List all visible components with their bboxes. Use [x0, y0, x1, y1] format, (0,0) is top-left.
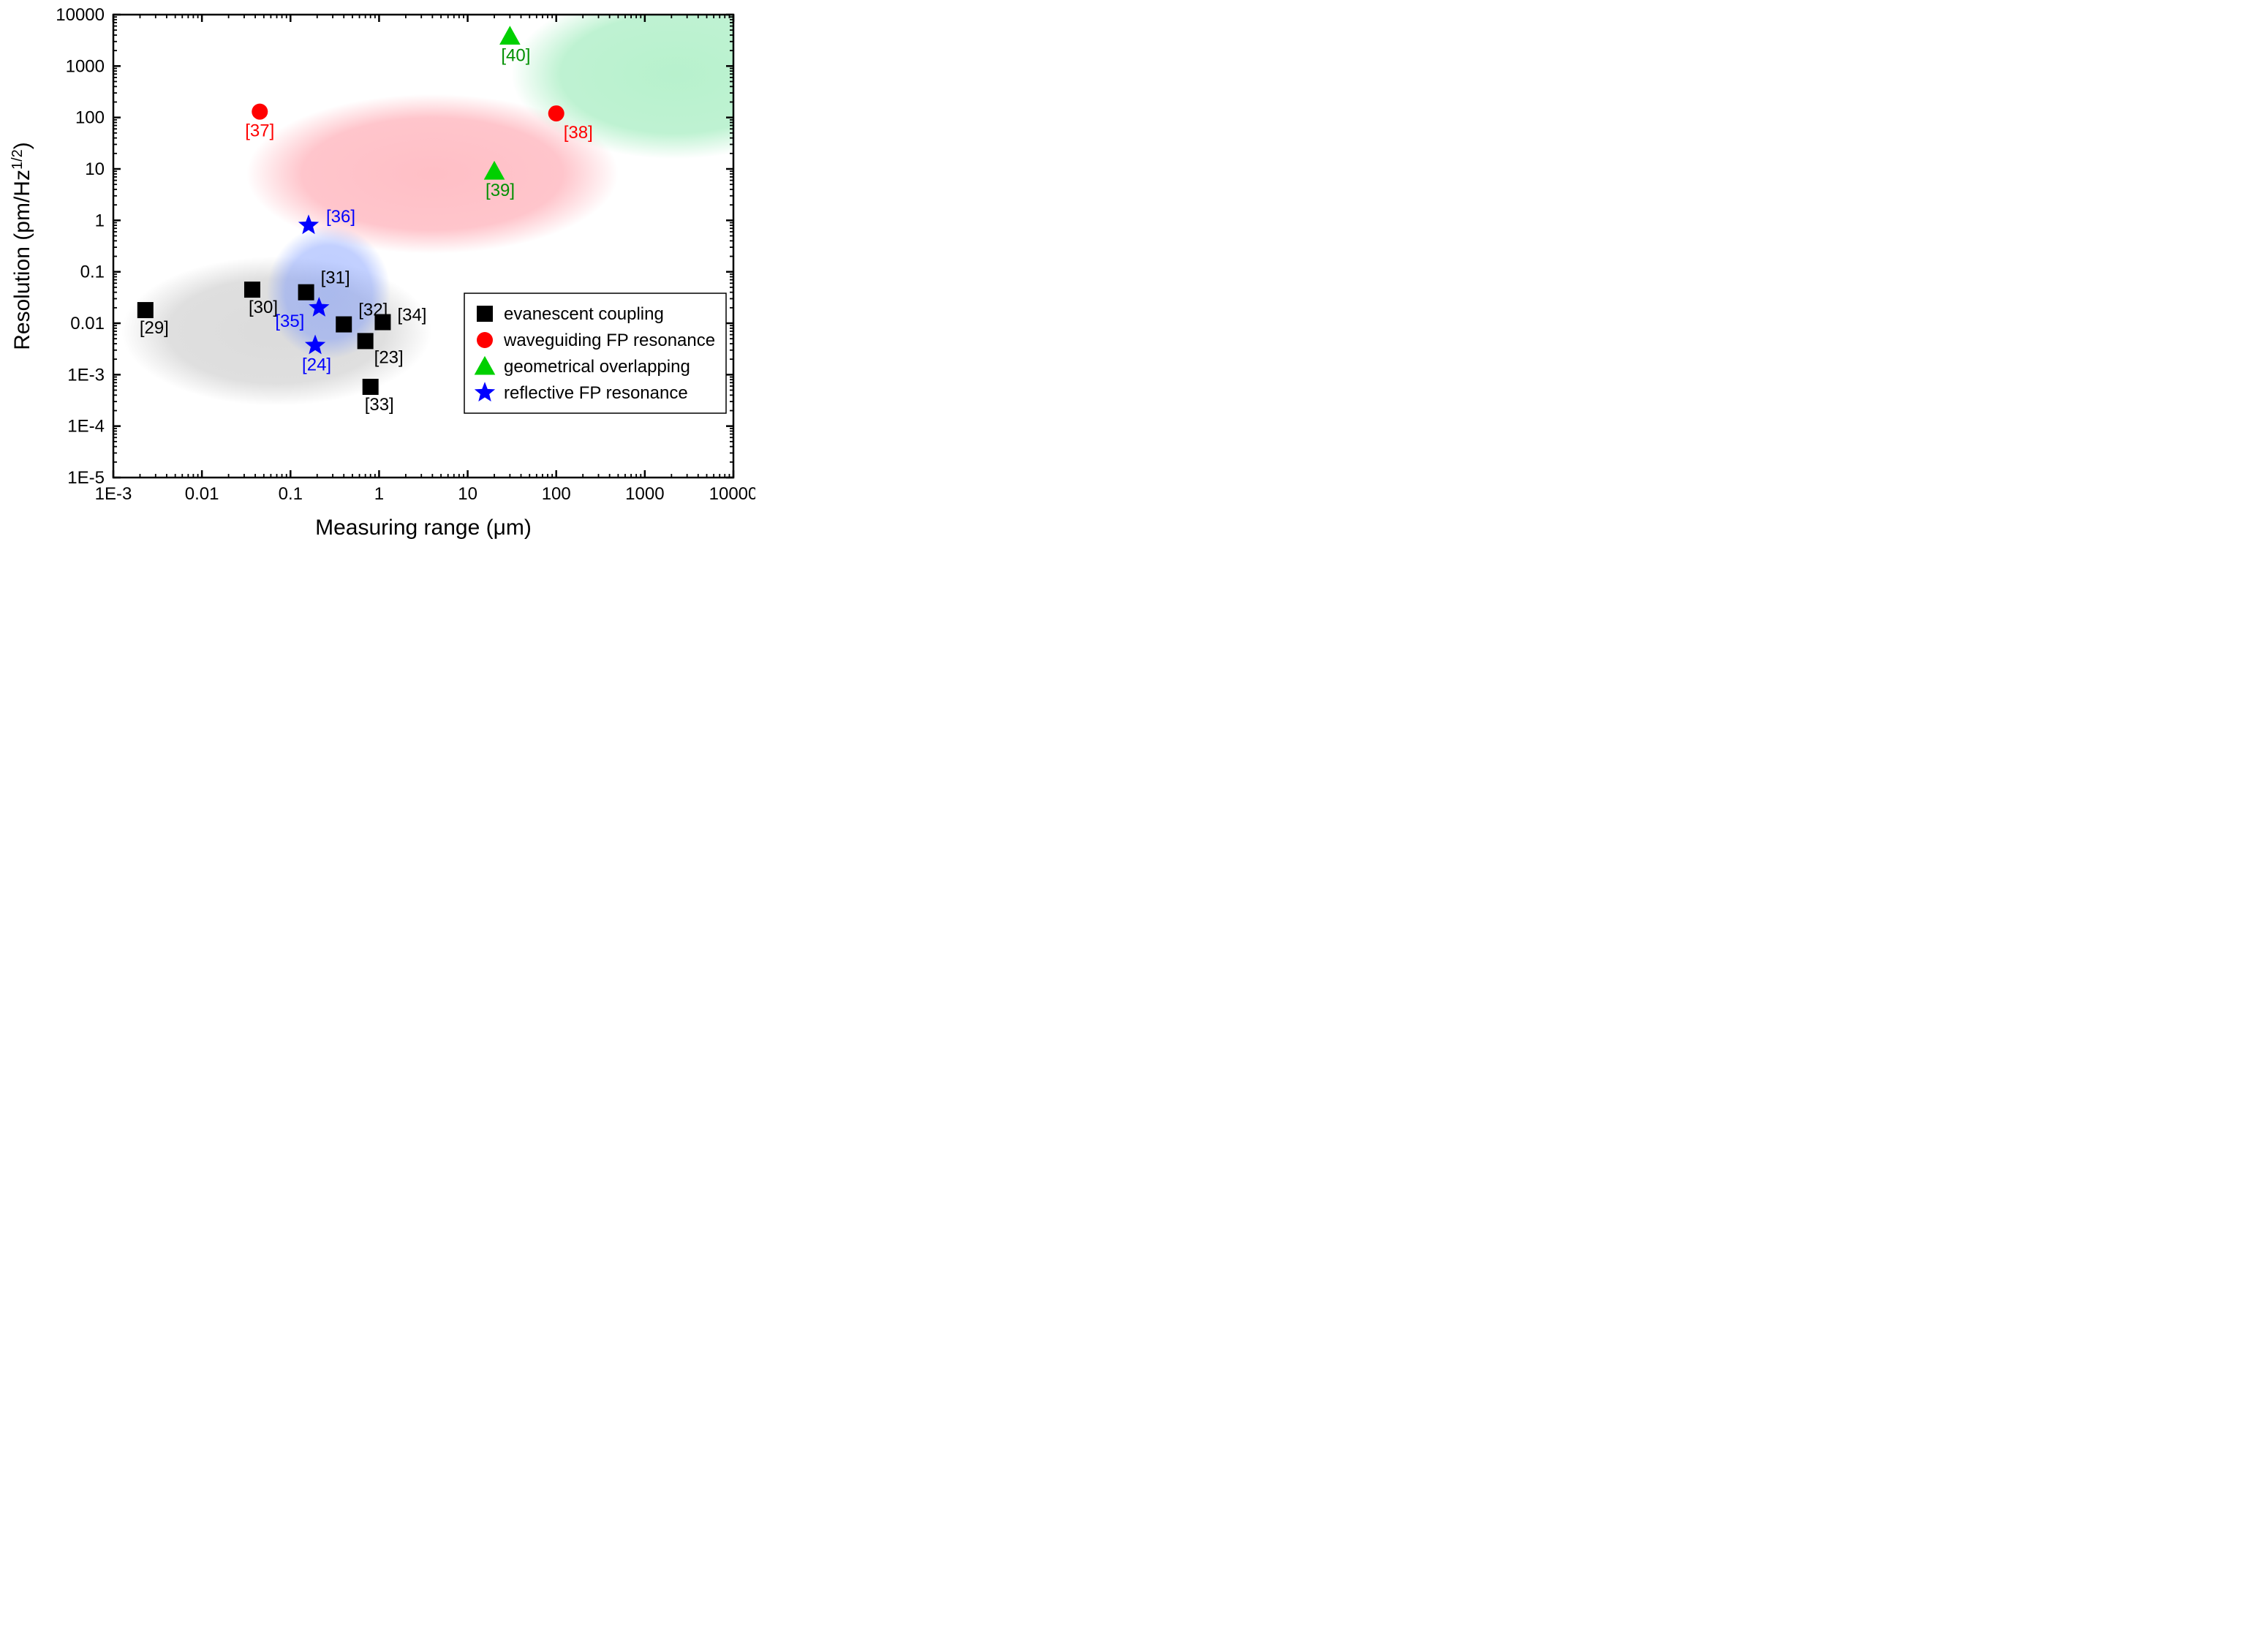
- point-label: [29]: [140, 318, 169, 338]
- legend-label: evanescent coupling: [504, 304, 664, 324]
- x-tick-label: 10000: [709, 484, 755, 504]
- x-tick-label: 0.01: [185, 484, 219, 504]
- y-tick-label: 10000: [56, 5, 105, 25]
- y-axis-label: Resolution (pm/Hz1/2): [10, 142, 34, 350]
- x-tick-label: 1: [374, 484, 384, 504]
- x-tick-label: 100: [542, 484, 571, 504]
- svg-text:Resolution (pm/Hz1/2): Resolution (pm/Hz1/2): [10, 142, 34, 350]
- x-tick-label: 1000: [625, 484, 664, 504]
- x-tick-label: 10: [458, 484, 477, 504]
- chart-svg: 1E-30.010.11101001000100001E-51E-41E-30.…: [0, 0, 755, 551]
- point-label: [35]: [275, 312, 304, 331]
- point-label: [23]: [374, 347, 404, 367]
- legend-label: geometrical overlapping: [504, 357, 690, 377]
- y-tick-label: 10: [85, 159, 105, 179]
- point-label: [39]: [486, 181, 515, 200]
- point-label: [31]: [321, 268, 350, 288]
- legend-label: waveguiding FP resonance: [503, 331, 715, 350]
- x-axis-label: Measuring range (μm): [315, 516, 532, 540]
- x-tick-label: 0.1: [279, 484, 303, 504]
- chart-container: 1E-30.010.11101001000100001E-51E-41E-30.…: [0, 0, 755, 551]
- y-tick-label: 1000: [66, 56, 105, 76]
- y-tick-label: 1E-3: [67, 365, 105, 385]
- y-tick-label: 1E-5: [67, 468, 105, 488]
- y-tick-label: 1E-4: [67, 417, 105, 437]
- point-label: [24]: [302, 355, 331, 374]
- y-tick-label: 0.01: [70, 314, 105, 333]
- legend: evanescent coupling waveguiding FP resona…: [464, 293, 726, 413]
- y-tick-label: 100: [75, 108, 105, 128]
- y-tick-label: 1: [95, 211, 105, 230]
- point-label: [36]: [326, 207, 355, 227]
- point-label: [37]: [245, 121, 274, 141]
- point-label: [33]: [365, 395, 394, 415]
- y-tick-label: 0.1: [80, 263, 105, 282]
- point-label: [34]: [397, 306, 426, 325]
- legend-label: reflective FP resonance: [504, 383, 688, 403]
- point-label: [30]: [249, 298, 278, 317]
- point-label: [40]: [501, 46, 530, 66]
- point-label: [38]: [564, 123, 593, 143]
